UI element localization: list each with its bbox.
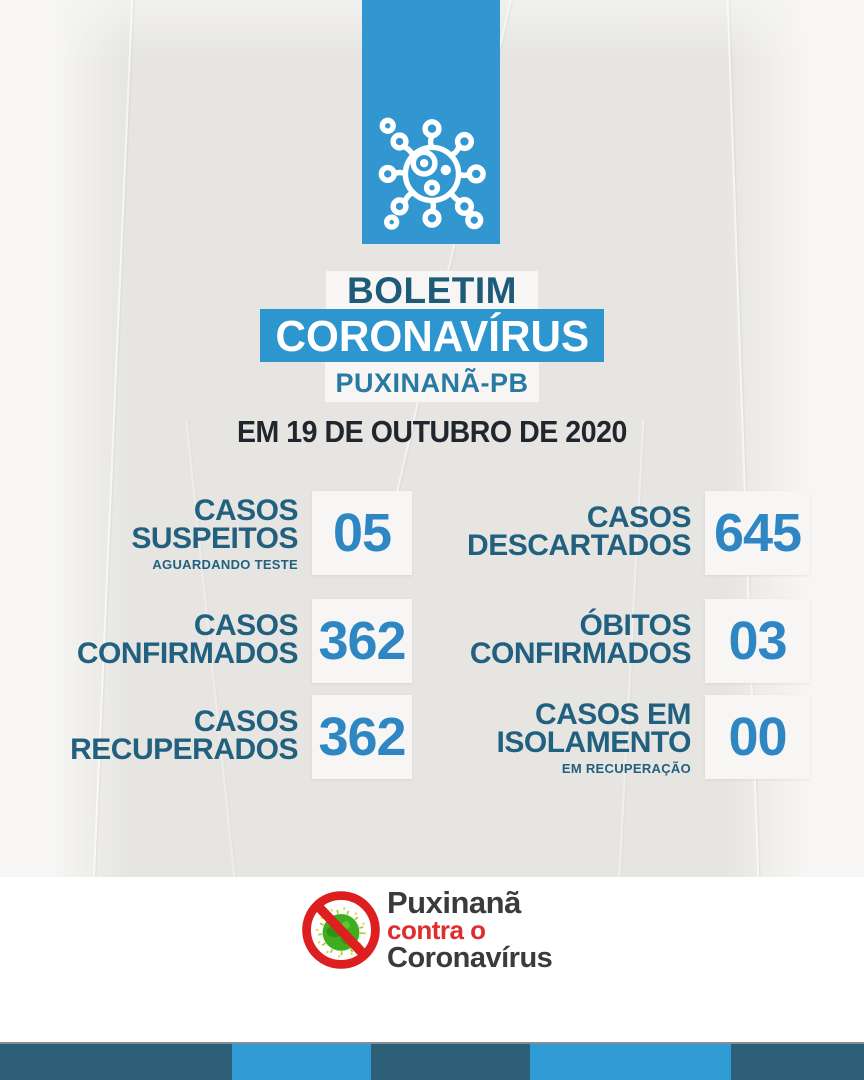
footer: Puxinanã contra o Coronavírus (0, 877, 864, 1042)
virus-banner (362, 0, 500, 244)
stat-casos-em-isolamento: CASOS EM ISOLAMENTO EM RECUPERAÇÃO 00 (442, 695, 810, 785)
logo-line-city: Puxinanã (387, 885, 521, 920)
stat-casos-descartados: CASOS DESCARTADOS 645 (442, 491, 810, 581)
bulletin-date-text: EM 19 DE OUTUBRO DE 2020 (237, 414, 627, 449)
stat-value-card: 05 (312, 491, 412, 575)
bar-segment-dark (0, 1044, 232, 1080)
bottom-bar (0, 1042, 864, 1080)
title-location: PUXINANÃ-PB (325, 362, 539, 402)
stat-value: 03 (728, 611, 787, 671)
stat-label: CASOS RECUPERADOS (70, 705, 298, 766)
stat-casos-recuperados: CASOS RECUPERADOS 362 (60, 695, 412, 785)
stat-value: 362 (318, 707, 406, 767)
title-location-text: PUXINANÃ-PB (335, 368, 529, 398)
stat-value: 362 (318, 611, 406, 671)
stat-value-card: 362 (312, 599, 412, 683)
stat-label: CASOS EM ISOLAMENTO EM RECUPERAÇÃO (442, 700, 692, 777)
title-boletim-text: BOLETIM (347, 270, 517, 311)
campaign-logo: Puxinanã contra o Coronavírus (301, 885, 553, 974)
stat-casos-confirmados: CASOS CONFIRMADOS 362 (60, 599, 412, 689)
bulletin-date: EM 19 DE OUTUBRO DE 2020 (0, 414, 864, 450)
logo-line-coronavirus: Coronavírus (387, 942, 553, 974)
stat-sublabel: EM RECUPERAÇÃO (561, 761, 691, 776)
stat-label: ÓBITOS CONFIRMADOS (469, 609, 692, 670)
stat-value-card: 03 (705, 599, 810, 683)
logo-line-contra: contra o (387, 915, 486, 945)
bar-segment-blue (232, 1044, 371, 1080)
stat-label: CASOS DESCARTADOS (467, 501, 691, 562)
stat-value-card: 00 (705, 695, 810, 779)
stat-value: 05 (332, 503, 392, 563)
stat-label: CASOS SUSPEITOS AGUARDANDO TESTE (60, 496, 298, 573)
stat-value: 645 (713, 503, 802, 563)
stat-sublabel: AGUARDANDO TESTE (152, 557, 298, 572)
stat-value-card: 362 (312, 695, 412, 779)
title-coronavirus: CORONAVÍRUS (260, 309, 604, 362)
no-coronavirus-icon (302, 891, 380, 969)
stat-value: 00 (728, 707, 787, 767)
campaign-logo-text: Puxinanã contra o Coronavírus (387, 885, 553, 974)
stat-casos-suspeitos: CASOS SUSPEITOS AGUARDANDO TESTE 05 (60, 491, 412, 581)
stat-label: CASOS CONFIRMADOS (76, 609, 299, 670)
title-coronavirus-text: CORONAVÍRUS (275, 312, 589, 361)
virus-outline-icon (378, 117, 486, 230)
bar-segment-blue (530, 1044, 731, 1080)
stat-obitos-confirmados: ÓBITOS CONFIRMADOS 03 (442, 599, 810, 689)
bar-segment-dark (371, 1044, 530, 1080)
stat-value-card: 645 (705, 491, 810, 575)
title-boletim: BOLETIM (326, 270, 538, 311)
bar-segment-dark (731, 1044, 864, 1080)
